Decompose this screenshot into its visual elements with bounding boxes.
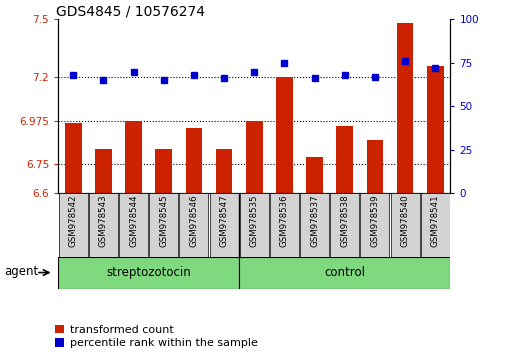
Text: GSM978544: GSM978544 <box>129 195 138 247</box>
Bar <box>396 23 413 193</box>
Bar <box>330 193 359 257</box>
Text: GSM978546: GSM978546 <box>189 195 198 247</box>
Bar <box>119 193 148 257</box>
Text: GSM978538: GSM978538 <box>339 195 348 247</box>
Text: GSM978541: GSM978541 <box>430 195 439 247</box>
Text: GSM978547: GSM978547 <box>219 195 228 247</box>
Text: GSM978542: GSM978542 <box>69 195 78 247</box>
Bar <box>390 193 419 257</box>
Text: GSM978539: GSM978539 <box>370 195 379 247</box>
Text: GSM978540: GSM978540 <box>400 195 409 247</box>
Bar <box>270 193 298 257</box>
Bar <box>58 257 239 289</box>
Bar <box>239 257 449 289</box>
Text: GDS4845 / 10576274: GDS4845 / 10576274 <box>56 4 205 18</box>
Bar <box>95 149 112 193</box>
Bar <box>149 193 178 257</box>
Bar <box>89 193 118 257</box>
Bar <box>336 126 352 193</box>
Bar <box>239 193 268 257</box>
Text: GSM978535: GSM978535 <box>249 195 258 247</box>
Legend: transformed count, percentile rank within the sample: transformed count, percentile rank withi… <box>55 325 257 348</box>
Bar <box>179 193 208 257</box>
Bar <box>276 77 292 193</box>
Bar <box>209 193 238 257</box>
Text: agent: agent <box>5 266 39 279</box>
Bar <box>299 193 328 257</box>
Bar <box>125 121 141 193</box>
Bar <box>426 66 443 193</box>
Text: GSM978545: GSM978545 <box>159 195 168 247</box>
Bar <box>65 122 81 193</box>
Bar <box>155 149 172 193</box>
Bar <box>360 193 389 257</box>
Bar <box>306 157 322 193</box>
Text: streptozotocin: streptozotocin <box>106 266 191 279</box>
Text: GSM978537: GSM978537 <box>310 195 319 247</box>
Text: GSM978536: GSM978536 <box>279 195 288 247</box>
Bar <box>215 149 232 193</box>
Text: GSM978543: GSM978543 <box>99 195 108 247</box>
Bar <box>245 121 262 193</box>
Bar <box>420 193 449 257</box>
Bar <box>366 140 382 193</box>
Bar <box>185 129 202 193</box>
Bar <box>59 193 87 257</box>
Text: control: control <box>324 266 365 279</box>
